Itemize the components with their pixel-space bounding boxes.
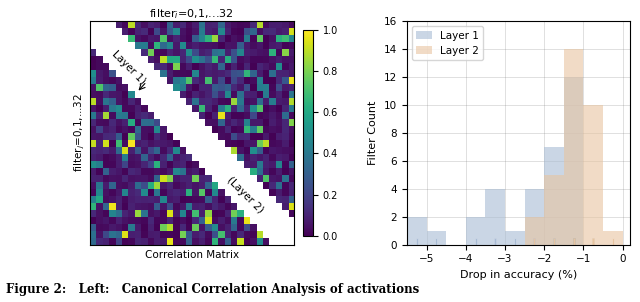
Y-axis label: Filter Count: Filter Count <box>369 101 378 165</box>
Bar <box>583 105 603 245</box>
Legend: Layer 1, Layer 2: Layer 1, Layer 2 <box>412 26 483 60</box>
Text: (Layer 2): (Layer 2) <box>225 175 265 216</box>
Text: Figure 2:   Left:   Canonical Correlation Analysis of activations: Figure 2: Left: Canonical Correlation An… <box>6 283 420 296</box>
Bar <box>564 49 583 245</box>
Bar <box>525 217 544 245</box>
Title: filter$_i$=0,1,...32: filter$_i$=0,1,...32 <box>149 7 234 21</box>
Bar <box>426 231 446 245</box>
Text: Layer 1): Layer 1) <box>109 49 147 87</box>
Bar <box>603 231 623 245</box>
Bar <box>505 231 525 245</box>
Bar <box>525 189 544 245</box>
Bar <box>485 189 505 245</box>
X-axis label: Drop in accuracy (%): Drop in accuracy (%) <box>460 270 577 280</box>
Bar <box>407 217 426 245</box>
Bar <box>564 77 583 245</box>
Bar <box>544 175 564 245</box>
Bar <box>544 147 564 245</box>
X-axis label: Correlation Matrix: Correlation Matrix <box>145 250 239 260</box>
Y-axis label: filter$_j$=0,1,...32: filter$_j$=0,1,...32 <box>72 93 87 172</box>
Bar <box>466 217 485 245</box>
